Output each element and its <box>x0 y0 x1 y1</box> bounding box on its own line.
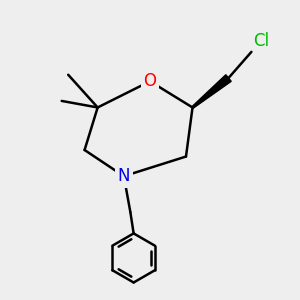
Polygon shape <box>192 75 231 108</box>
Text: O: O <box>143 72 157 90</box>
Text: N: N <box>118 167 130 185</box>
Text: Cl: Cl <box>253 32 269 50</box>
